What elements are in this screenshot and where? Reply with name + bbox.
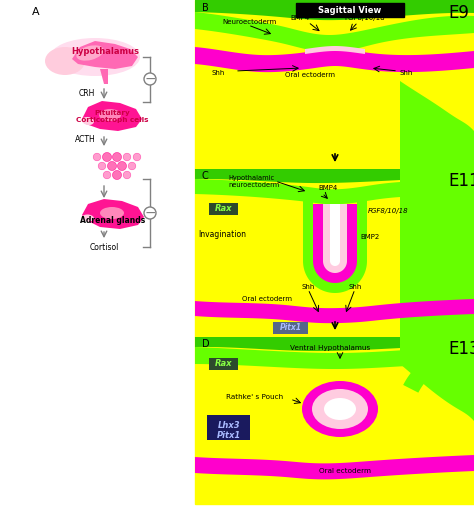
Circle shape bbox=[123, 171, 131, 179]
Text: E11: E11 bbox=[448, 172, 474, 190]
Polygon shape bbox=[313, 204, 357, 283]
FancyBboxPatch shape bbox=[296, 3, 404, 17]
Polygon shape bbox=[72, 41, 138, 69]
Ellipse shape bbox=[82, 117, 94, 125]
Text: E9: E9 bbox=[448, 4, 469, 22]
Text: Hypothalamic
neuroectoderm: Hypothalamic neuroectoderm bbox=[228, 175, 279, 188]
Text: B: B bbox=[202, 3, 209, 13]
Text: Shh: Shh bbox=[301, 284, 315, 290]
Polygon shape bbox=[303, 196, 367, 204]
Polygon shape bbox=[195, 12, 474, 52]
Text: Oral ectoderm: Oral ectoderm bbox=[242, 296, 292, 302]
Polygon shape bbox=[195, 299, 474, 323]
Circle shape bbox=[103, 171, 111, 179]
Text: Pitx1: Pitx1 bbox=[217, 431, 241, 439]
Text: E13: E13 bbox=[448, 340, 474, 358]
Polygon shape bbox=[400, 81, 474, 421]
Polygon shape bbox=[195, 347, 474, 369]
Polygon shape bbox=[305, 46, 365, 54]
Polygon shape bbox=[195, 455, 474, 479]
Polygon shape bbox=[195, 169, 474, 337]
Circle shape bbox=[133, 153, 141, 161]
Text: D: D bbox=[202, 339, 210, 349]
Text: Rax: Rax bbox=[215, 358, 233, 367]
Circle shape bbox=[93, 153, 101, 161]
Text: Shh: Shh bbox=[211, 70, 225, 76]
Ellipse shape bbox=[50, 38, 140, 76]
Circle shape bbox=[144, 207, 156, 219]
Text: Sagittal View: Sagittal View bbox=[319, 6, 382, 14]
Polygon shape bbox=[195, 337, 474, 351]
Polygon shape bbox=[195, 47, 474, 72]
Text: Rax: Rax bbox=[215, 204, 233, 212]
Polygon shape bbox=[195, 0, 474, 20]
Polygon shape bbox=[403, 344, 474, 392]
Text: Pituitary
Corticotroph cells: Pituitary Corticotroph cells bbox=[76, 109, 148, 123]
Circle shape bbox=[102, 153, 111, 161]
Text: CRH: CRH bbox=[79, 89, 95, 98]
Ellipse shape bbox=[302, 381, 378, 437]
Circle shape bbox=[123, 153, 131, 161]
Text: Ventral Hypothalamus: Ventral Hypothalamus bbox=[290, 345, 370, 351]
Polygon shape bbox=[195, 169, 474, 183]
FancyBboxPatch shape bbox=[210, 357, 238, 370]
Text: Invagination: Invagination bbox=[198, 230, 246, 239]
Text: Adrenal glands: Adrenal glands bbox=[81, 215, 146, 224]
Ellipse shape bbox=[45, 47, 85, 75]
Ellipse shape bbox=[324, 398, 356, 420]
Polygon shape bbox=[100, 69, 108, 84]
Text: A: A bbox=[32, 7, 40, 17]
Circle shape bbox=[112, 171, 121, 180]
Ellipse shape bbox=[99, 109, 121, 121]
Circle shape bbox=[144, 73, 156, 85]
Text: BMP2: BMP2 bbox=[360, 234, 379, 240]
Polygon shape bbox=[82, 199, 144, 229]
Text: −: − bbox=[144, 206, 156, 220]
Polygon shape bbox=[330, 204, 340, 266]
Circle shape bbox=[112, 153, 121, 161]
Text: −: − bbox=[144, 72, 156, 86]
Polygon shape bbox=[323, 204, 347, 273]
Polygon shape bbox=[195, 0, 474, 169]
Text: C: C bbox=[202, 171, 209, 181]
FancyBboxPatch shape bbox=[208, 414, 250, 439]
Polygon shape bbox=[195, 179, 474, 204]
Text: FGF8/10/18: FGF8/10/18 bbox=[368, 208, 409, 214]
Text: Rathke' s Pouch: Rathke' s Pouch bbox=[226, 394, 283, 400]
FancyBboxPatch shape bbox=[210, 203, 238, 214]
Text: ACTH: ACTH bbox=[75, 134, 96, 144]
Polygon shape bbox=[303, 204, 367, 293]
Circle shape bbox=[118, 161, 127, 171]
Text: BMP4: BMP4 bbox=[318, 185, 337, 191]
Polygon shape bbox=[195, 337, 474, 504]
Text: Cortisol: Cortisol bbox=[89, 242, 118, 251]
Text: Shh: Shh bbox=[348, 284, 362, 290]
Text: Pitx1: Pitx1 bbox=[280, 323, 302, 331]
Text: Neuroectoderm: Neuroectoderm bbox=[222, 19, 276, 25]
Text: Oral ectoderm: Oral ectoderm bbox=[319, 468, 371, 474]
Circle shape bbox=[98, 162, 106, 170]
Polygon shape bbox=[82, 101, 142, 131]
Text: Oral ectoderm: Oral ectoderm bbox=[285, 72, 335, 78]
Ellipse shape bbox=[76, 45, 104, 61]
Text: Lhx3: Lhx3 bbox=[218, 420, 240, 430]
Text: Shh: Shh bbox=[399, 70, 413, 76]
Text: BMP4: BMP4 bbox=[291, 15, 310, 21]
Text: FGF8/10/18: FGF8/10/18 bbox=[345, 15, 385, 21]
Ellipse shape bbox=[82, 214, 94, 221]
Circle shape bbox=[108, 161, 117, 171]
Text: Hypothalamus: Hypothalamus bbox=[71, 46, 139, 55]
FancyBboxPatch shape bbox=[273, 322, 309, 333]
Ellipse shape bbox=[312, 389, 368, 429]
Ellipse shape bbox=[100, 207, 124, 219]
Circle shape bbox=[128, 162, 136, 170]
